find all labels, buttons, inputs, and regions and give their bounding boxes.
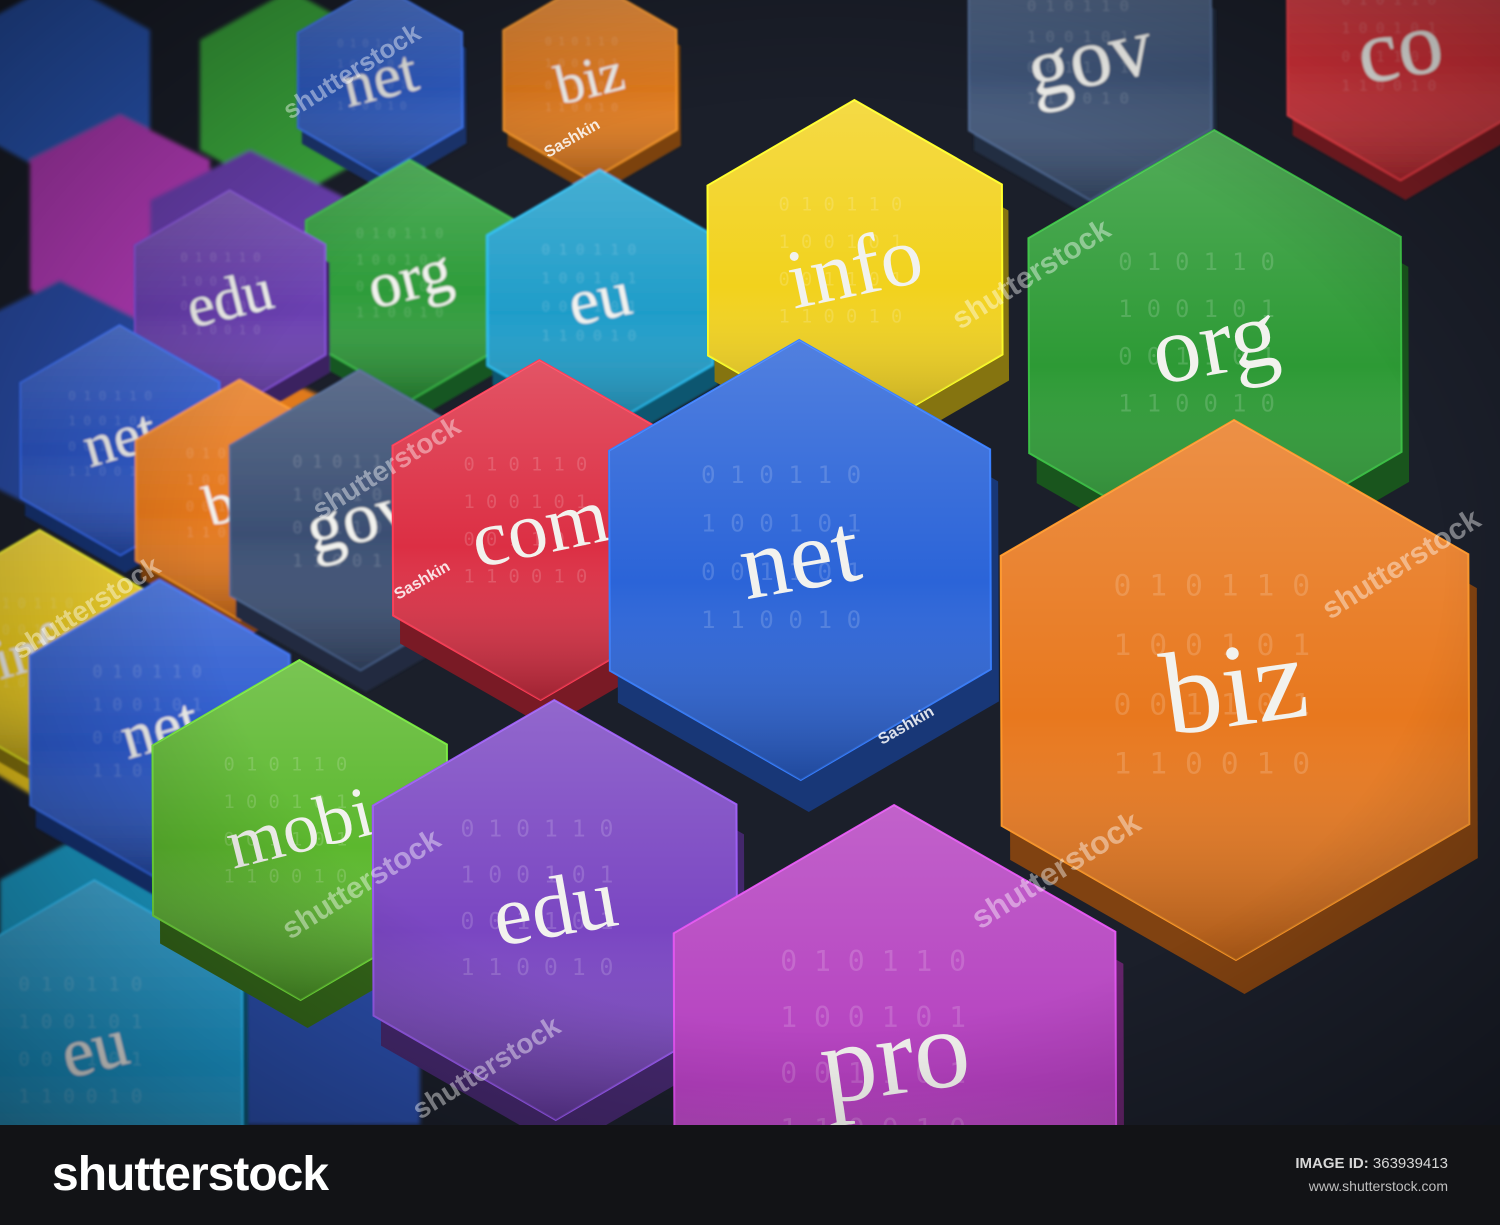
domain-hexagon-photo: 0 1 0 1 1 01 0 0 1 0 10 0 1 1 0 11 1 0 0… <box>0 0 1500 1125</box>
vignette-overlay <box>0 0 1500 1125</box>
site-url: www.shutterstock.com <box>1308 1178 1448 1194</box>
image-id-label: IMAGE ID: <box>1295 1155 1369 1172</box>
image-id-row: IMAGE ID: 363939413 <box>1295 1155 1448 1172</box>
hexagon-tiles-scene: 0 1 0 1 1 01 0 0 1 0 10 0 1 1 0 11 1 0 0… <box>0 0 1500 1125</box>
stock-footer-bar: shutterstock IMAGE ID: 363939413 www.shu… <box>0 1125 1500 1225</box>
shutterstock-logo: shutterstock <box>52 1148 329 1201</box>
image-id-value: 363939413 <box>1372 1155 1448 1172</box>
image-meta: IMAGE ID: 363939413 www.shutterstock.com <box>1295 1155 1448 1194</box>
